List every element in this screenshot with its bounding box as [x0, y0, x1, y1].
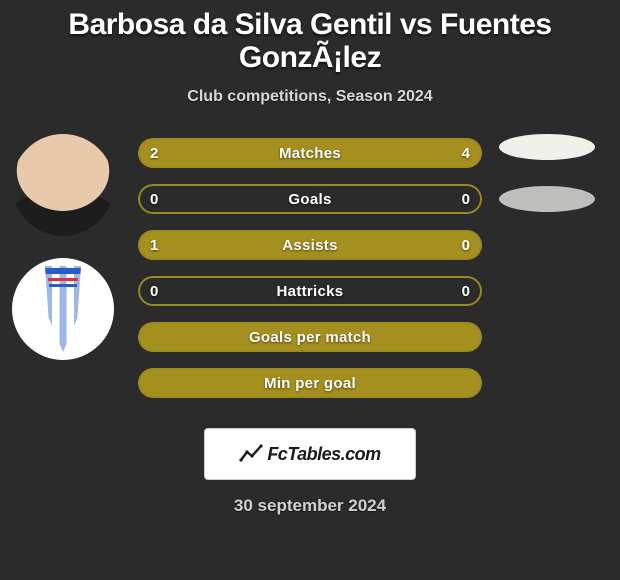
- stat-label: Goals: [138, 184, 482, 214]
- stat-row: 00Goals: [138, 184, 482, 214]
- date-text: 30 september 2024: [0, 496, 620, 516]
- stat-label: Min per goal: [138, 368, 482, 398]
- right-club-logo-placeholder: [499, 186, 595, 212]
- chart-icon: [239, 442, 263, 466]
- left-player-avatar: [12, 134, 114, 236]
- stat-row: Min per goal: [138, 368, 482, 398]
- brand-badge: FcTables.com: [204, 428, 416, 480]
- page-title: Barbosa da Silva Gentil vs Fuentes GonzÃ…: [0, 0, 620, 74]
- stat-label: Goals per match: [138, 322, 482, 352]
- right-player-column: [492, 134, 602, 212]
- right-player-avatar-placeholder: [499, 134, 595, 160]
- stat-label: Assists: [138, 230, 482, 260]
- left-player-column: [8, 134, 118, 360]
- stat-row: Goals per match: [138, 322, 482, 352]
- brand-text: FcTables.com: [267, 444, 380, 465]
- comparison-area: 24Matches 00Goals 10Assists 00Hattricks Goal…: [0, 134, 620, 424]
- stat-bars: 24Matches 00Goals 10Assists 00Hattricks Goal…: [138, 138, 482, 414]
- stat-label: Hattricks: [138, 276, 482, 306]
- stat-row: 10Assists: [138, 230, 482, 260]
- stat-label: Matches: [138, 138, 482, 168]
- stat-row: 24Matches: [138, 138, 482, 168]
- stat-row: 00Hattricks: [138, 276, 482, 306]
- page-subtitle: Club competitions, Season 2024: [0, 88, 620, 106]
- left-club-logo: [12, 258, 114, 360]
